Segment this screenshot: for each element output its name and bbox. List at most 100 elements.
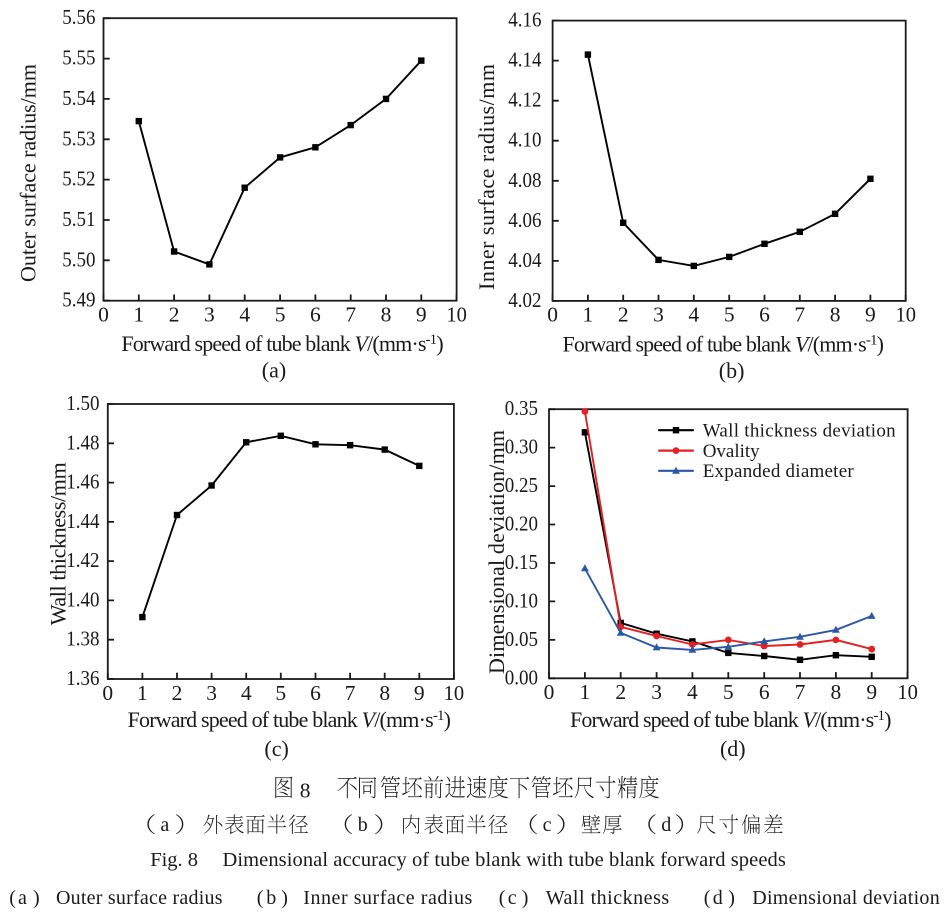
svg-text:5.54: 5.54 [62, 86, 95, 110]
svg-text:2: 2 [172, 681, 183, 705]
svg-text:0.20: 0.20 [505, 512, 538, 536]
svg-text:c: c [543, 814, 552, 836]
svg-text:a: a [18, 887, 27, 909]
svg-text:Wall thickness: Wall thickness [546, 887, 670, 909]
svg-text:1.50: 1.50 [66, 391, 99, 415]
svg-text:(: ( [499, 887, 506, 909]
svg-text:0: 0 [102, 681, 113, 705]
svg-text:0: 0 [98, 303, 109, 327]
svg-text:0.35: 0.35 [505, 396, 538, 420]
svg-text:1: 1 [137, 681, 148, 705]
svg-text:9: 9 [414, 681, 425, 705]
svg-text:(b): (b) [719, 358, 745, 383]
svg-text:a: a [160, 814, 169, 836]
svg-text:4.06: 4.06 [508, 208, 541, 232]
svg-text:10: 10 [895, 303, 916, 327]
svg-text:Inner surface radius/mm: Inner surface radius/mm [474, 64, 499, 290]
svg-text:1.40: 1.40 [66, 587, 99, 611]
svg-text:(c): (c) [264, 736, 288, 761]
svg-text:1: 1 [580, 680, 591, 704]
svg-text:6: 6 [759, 680, 770, 704]
svg-text:4.14: 4.14 [508, 48, 541, 72]
svg-text:8: 8 [379, 681, 390, 705]
svg-text:d: d [661, 814, 671, 836]
svg-text:5.56: 5.56 [62, 5, 95, 29]
svg-text:0.00: 0.00 [505, 665, 538, 689]
svg-text:5: 5 [275, 681, 286, 705]
svg-text:Expanded diameter: Expanded diameter [703, 461, 855, 482]
svg-text:9: 9 [416, 303, 427, 327]
svg-text:2: 2 [169, 303, 180, 327]
svg-text:10: 10 [446, 303, 467, 327]
svg-text:1.48: 1.48 [66, 430, 99, 454]
svg-text:Forward speed of tube blank V/: Forward speed of tube blank V/(mm·s-1) [570, 707, 891, 732]
svg-text:5: 5 [723, 680, 734, 704]
svg-text:4: 4 [687, 680, 698, 704]
svg-text:4.08: 4.08 [508, 168, 541, 192]
svg-text:1.38: 1.38 [66, 627, 99, 651]
svg-text:8: 8 [381, 303, 392, 327]
svg-text:4.16: 4.16 [508, 8, 541, 32]
svg-text:6: 6 [310, 681, 321, 705]
svg-text:8: 8 [831, 680, 842, 704]
svg-text:1.44: 1.44 [66, 509, 99, 533]
svg-text:(d): (d) [720, 736, 746, 761]
svg-text:4.04: 4.04 [508, 248, 541, 272]
svg-text:): ) [728, 887, 735, 909]
svg-text:10: 10 [444, 681, 465, 705]
svg-text:6: 6 [759, 303, 770, 327]
svg-text:3: 3 [204, 303, 215, 327]
svg-text:5: 5 [275, 303, 286, 327]
svg-text:5: 5 [724, 303, 735, 327]
svg-text:Inner surface radius: Inner surface radius [303, 887, 472, 909]
svg-text:Dimensional accuracy of tube b: Dimensional accuracy of tube blank with … [223, 849, 786, 871]
svg-text:1.46: 1.46 [66, 470, 99, 494]
svg-text:(: ( [9, 887, 16, 909]
svg-text:3: 3 [653, 303, 664, 327]
svg-text:2: 2 [618, 303, 629, 327]
svg-text:b: b [266, 887, 276, 909]
svg-text:4: 4 [241, 681, 252, 705]
svg-text:(a): (a) [262, 357, 286, 382]
svg-text:0.30: 0.30 [505, 435, 538, 459]
svg-text:0: 0 [544, 680, 555, 704]
svg-text:1.36: 1.36 [66, 666, 99, 690]
svg-text:4.12: 4.12 [508, 88, 541, 112]
svg-text:5.50: 5.50 [62, 247, 95, 271]
svg-text:5.53: 5.53 [62, 126, 95, 150]
svg-text:Dimensional deviation/mm: Dimensional deviation/mm [484, 430, 509, 674]
svg-text:3: 3 [651, 680, 662, 704]
svg-text:(: ( [257, 887, 264, 909]
svg-text:4: 4 [239, 303, 250, 327]
svg-text:0: 0 [547, 303, 558, 327]
svg-text:5.51: 5.51 [62, 207, 95, 231]
svg-text:Wall thickness deviation: Wall thickness deviation [703, 421, 896, 442]
svg-text:Ovality: Ovality [703, 441, 760, 462]
svg-text:Outer surface radius/mm: Outer surface radius/mm [15, 64, 40, 282]
svg-text:4.10: 4.10 [508, 128, 541, 152]
svg-text:4.02: 4.02 [508, 288, 541, 312]
svg-text:0.15: 0.15 [505, 550, 538, 574]
svg-text:8: 8 [300, 779, 311, 803]
svg-text:5.52: 5.52 [62, 167, 95, 191]
svg-text:7: 7 [794, 303, 805, 327]
svg-text:1: 1 [583, 303, 594, 327]
svg-text:1: 1 [133, 303, 144, 327]
svg-text:): ) [522, 887, 529, 909]
svg-text:2: 2 [615, 680, 626, 704]
svg-text:5.55: 5.55 [62, 46, 95, 70]
svg-text:0.25: 0.25 [505, 473, 538, 497]
svg-text:Forward speed of tube blank V/: Forward speed of tube blank V/(mm·s-1) [128, 707, 451, 732]
svg-text:7: 7 [345, 681, 356, 705]
svg-text:c: c [508, 887, 517, 909]
svg-text:1.42: 1.42 [66, 548, 99, 572]
svg-text:6: 6 [310, 303, 321, 327]
svg-text:7: 7 [345, 303, 356, 327]
svg-text:Forward speed of tube blank V/: Forward speed of tube blank V/(mm·s-1) [563, 331, 884, 356]
svg-text:Dimensional deviation: Dimensional deviation [752, 887, 940, 909]
svg-text:Forward speed of tube blank V/: Forward speed of tube blank V/(mm·s-1) [121, 331, 443, 356]
svg-text:7: 7 [795, 680, 806, 704]
svg-text:Outer surface radius: Outer surface radius [56, 887, 223, 909]
svg-text:b: b [358, 814, 368, 836]
svg-text:0.05: 0.05 [505, 627, 538, 651]
